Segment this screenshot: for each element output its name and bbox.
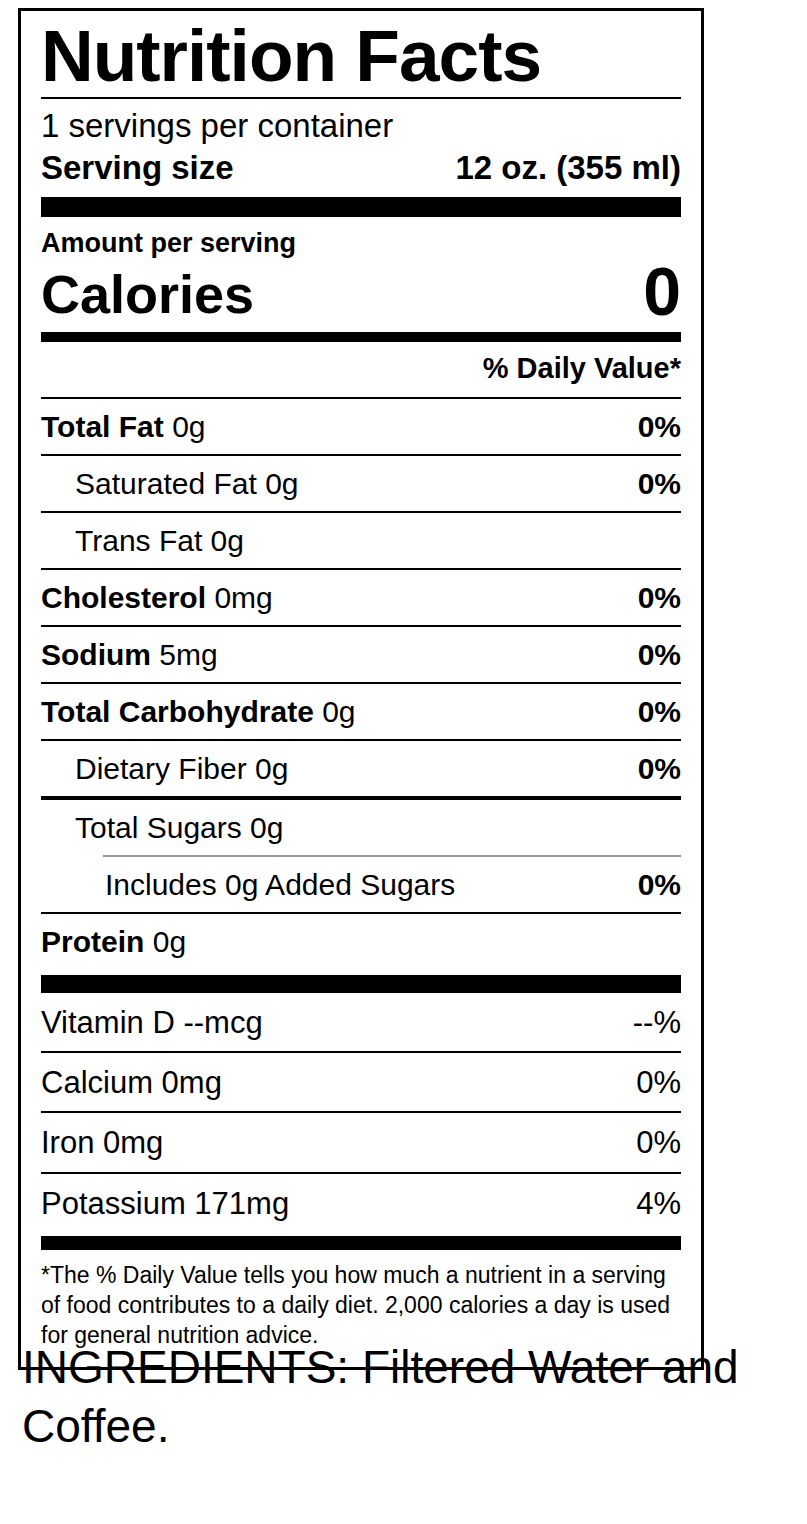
label-title: Nutrition Facts xyxy=(41,15,681,97)
nutrient-name: Dietary Fiber xyxy=(75,752,247,785)
nutrient-row-total-sugars: Total Sugars 0g xyxy=(41,800,681,855)
calories-label: Calories xyxy=(41,265,254,324)
nutrient-dv: 0% xyxy=(638,580,681,616)
nutrient-row-added-sugars: Includes 0g Added Sugars 0% xyxy=(41,857,681,912)
nutrient-row-sodium: Sodium 5mg 0% xyxy=(41,627,681,682)
nutrient-row-saturated-fat: Saturated Fat 0g 0% xyxy=(41,456,681,511)
nutrition-facts-label: Nutrition Facts 1 servings per container… xyxy=(18,8,704,1370)
nutrient-name: Saturated Fat xyxy=(75,467,257,500)
nutrient-dv: 0% xyxy=(638,751,681,787)
vitamin-amount: 0mg xyxy=(103,1125,163,1160)
nutrient-amount: 0mg xyxy=(214,581,272,614)
nutrient-name: Protein xyxy=(41,925,144,958)
nutrient-dv: 0% xyxy=(638,466,681,502)
nutrient-row-dietary-fiber: Dietary Fiber 0g 0% xyxy=(41,741,681,796)
thick-bar xyxy=(41,197,681,217)
nutrient-name: Sodium xyxy=(41,638,151,671)
vitamin-dv: 0% xyxy=(636,1124,681,1161)
vitamin-name: Vitamin D xyxy=(41,1005,175,1040)
nutrient-row-cholesterol: Cholesterol 0mg 0% xyxy=(41,570,681,625)
nutrient-dv: 0% xyxy=(638,694,681,730)
nutrient-amount: 0g xyxy=(211,524,244,557)
vitamin-dv: --% xyxy=(633,1004,681,1041)
vitamin-amount: --mcg xyxy=(183,1005,262,1040)
nutrient-name: Total Fat xyxy=(41,410,164,443)
serving-size-label: Serving size xyxy=(41,149,234,187)
nutrient-dv: 0% xyxy=(638,867,681,903)
vitamin-amount: 171mg xyxy=(194,1186,289,1221)
nutrient-amount: 0g xyxy=(255,752,288,785)
serving-size-value: 12 oz. (355 ml) xyxy=(455,149,681,187)
vitamin-row-potassium: Potassium 171mg 4% xyxy=(41,1174,681,1232)
nutrient-name: Total Sugars xyxy=(75,811,242,844)
vitamin-amount: 0mg xyxy=(162,1065,222,1100)
medium-bar xyxy=(41,332,681,342)
vitamin-row-calcium: Calcium 0mg 0% xyxy=(41,1053,681,1111)
serving-size-row: Serving size 12 oz. (355 ml) xyxy=(41,146,681,197)
vitamin-name: Potassium xyxy=(41,1186,186,1221)
thick-bar xyxy=(41,975,681,993)
calories-value: 0 xyxy=(643,259,681,324)
nutrient-dv: 0% xyxy=(638,409,681,445)
vitamin-row-iron: Iron 0mg 0% xyxy=(41,1113,681,1171)
daily-value-footnote: *The % Daily Value tells you how much a … xyxy=(41,1250,681,1351)
nutrient-amount: 0g xyxy=(265,467,298,500)
nutrient-name: Total Carbohydrate xyxy=(41,695,314,728)
vitamin-name: Iron xyxy=(41,1125,94,1160)
nutrient-amount: 0g xyxy=(322,695,355,728)
amount-per-serving-label: Amount per serving xyxy=(41,217,681,259)
daily-value-header: % Daily Value* xyxy=(41,342,681,397)
nutrient-amount: 0g xyxy=(250,811,283,844)
nutrient-name: Cholesterol xyxy=(41,581,206,614)
nutrient-amount: 5mg xyxy=(159,638,217,671)
nutrient-row-total-fat: Total Fat 0g 0% xyxy=(41,399,681,454)
nutrient-row-total-carbohydrate: Total Carbohydrate 0g 0% xyxy=(41,684,681,739)
nutrient-dv: 0% xyxy=(638,637,681,673)
nutrient-row-trans-fat: Trans Fat 0g xyxy=(41,513,681,568)
vitamin-dv: 0% xyxy=(636,1064,681,1101)
vitamin-row-vitamin-d: Vitamin D --mcg --% xyxy=(41,993,681,1051)
nutrient-name: Includes 0g Added Sugars xyxy=(105,868,455,901)
vitamin-name: Calcium xyxy=(41,1065,153,1100)
servings-per-container: 1 servings per container xyxy=(41,99,681,146)
calories-row: Calories 0 xyxy=(41,259,681,332)
nutrient-amount: 0g xyxy=(172,410,205,443)
nutrient-name: Trans Fat xyxy=(75,524,202,557)
ingredients-statement: INGREDIENTS: Filtered Water and Coffee. xyxy=(22,1338,805,1456)
thick-bar xyxy=(41,1236,681,1250)
nutrient-row-protein: Protein 0g xyxy=(41,914,681,969)
nutrient-amount: 0g xyxy=(153,925,186,958)
vitamin-dv: 4% xyxy=(636,1185,681,1222)
